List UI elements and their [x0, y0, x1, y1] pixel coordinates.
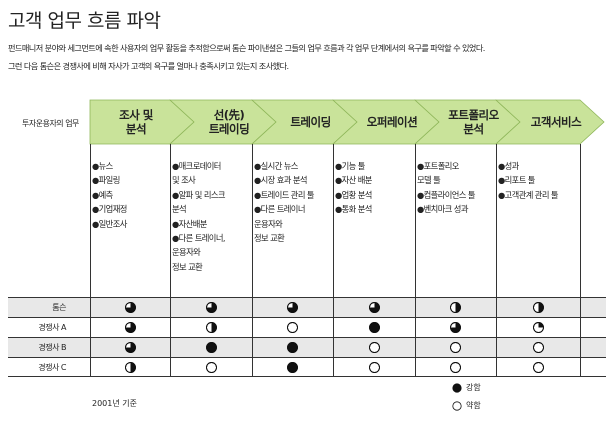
company-name-2: 경쟁사 A	[38, 323, 66, 332]
rating-2-5	[450, 321, 461, 333]
table-stripe-thomson	[8, 297, 606, 317]
legend-weak-icon	[452, 400, 462, 411]
rating-4-6	[532, 361, 544, 373]
row-label-investor-work: 투자운용자의 업무	[22, 119, 79, 128]
table-line-1	[8, 317, 606, 318]
column-divider-7	[580, 144, 581, 376]
stage-items-5: ●포트폴리오 모델 툴 ●컴플라이언스 툴 ●벤치마크 성과	[417, 161, 476, 215]
legend-strong-icon	[452, 382, 462, 393]
rating-1-5	[450, 301, 461, 313]
rating-4-4	[368, 361, 380, 373]
description-line-1: 펀드매니저 분야와 세그먼트에 속한 사용자의 업무 활동을 추적함으로써 톰슨…	[8, 43, 485, 53]
stage-items-2: ●매크로데이터 및 조사 ●알파 및 리스크 분석 ●자산배분 ●다른 트레이너…	[172, 161, 226, 272]
footer-date: 2001년 기준	[92, 399, 137, 408]
stage-label-4: 오퍼레이션	[366, 115, 418, 129]
rating-1-2	[205, 301, 217, 313]
stage-label-2: 선(先) 트레이딩	[208, 108, 250, 136]
rating-2-1	[124, 321, 136, 333]
table-stripe-company-b	[8, 337, 606, 357]
rating-3-5	[450, 341, 461, 353]
legend-weak: 약함	[452, 400, 481, 411]
rating-2-2	[205, 321, 217, 333]
column-divider-3	[252, 144, 253, 376]
rating-4-5	[450, 361, 461, 373]
rating-2-4	[368, 321, 380, 333]
stage-items-1: ●뉴스 ●파일링 ●예측 ●기업재정 ●일반조사	[92, 161, 127, 229]
rating-4-1	[124, 361, 136, 373]
column-divider-6	[496, 144, 497, 376]
stage-label-1: 조사 및 분석	[119, 108, 153, 136]
rating-1-4	[368, 301, 380, 313]
stage-items-4: ●기능 툴 ●자산 배분 ●업황 분석 ●통화 분석	[335, 161, 372, 215]
company-name-1: 톰슨	[52, 303, 66, 312]
rating-4-2	[205, 361, 217, 373]
table-line-bottom	[8, 376, 606, 377]
rating-3-4	[368, 341, 380, 353]
page-title: 고객 업무 흐름 파악	[8, 10, 161, 32]
company-name-4: 경쟁사 C	[38, 363, 66, 372]
rating-4-3	[287, 361, 298, 373]
stage-label-5: 포트폴리오 분석	[448, 108, 499, 136]
legend-strong-label: 강함	[466, 383, 481, 392]
stage-label-3: 트레이딩	[290, 115, 331, 129]
table-line-2	[8, 337, 606, 338]
rating-2-3	[287, 321, 298, 333]
rating-1-1	[124, 301, 136, 313]
rating-1-6	[532, 301, 544, 313]
stage-items-6: ●성과 ●리포트 툴 ●고객관계 관리 툴	[498, 161, 559, 200]
rating-3-1	[124, 341, 136, 353]
description-line-2: 그런 다음 톰슨은 경쟁사에 비해 자사가 고객의 욕구를 얼마나 충족시키고 …	[8, 61, 289, 71]
rating-2-6	[532, 321, 544, 333]
column-divider-1	[90, 144, 91, 376]
table-line-top	[8, 297, 606, 298]
stage-items-3: ●실시간 뉴스 ●시장 효과 분석 ●트레이드 관리 툴 ●다른 트레이너 운용…	[254, 161, 315, 244]
stage-label-6: 고객서비스	[530, 115, 582, 129]
column-divider-5	[415, 144, 416, 376]
column-divider-2	[170, 144, 171, 376]
company-name-3: 경쟁사 B	[38, 343, 66, 352]
legend-weak-label: 약함	[466, 401, 481, 410]
rating-3-2	[205, 341, 217, 353]
rating-3-3	[287, 341, 298, 353]
table-line-3	[8, 357, 606, 358]
column-divider-4	[333, 144, 334, 376]
legend-strong: 강함	[452, 382, 481, 393]
rating-1-3	[287, 301, 298, 313]
rating-3-6	[532, 341, 544, 353]
